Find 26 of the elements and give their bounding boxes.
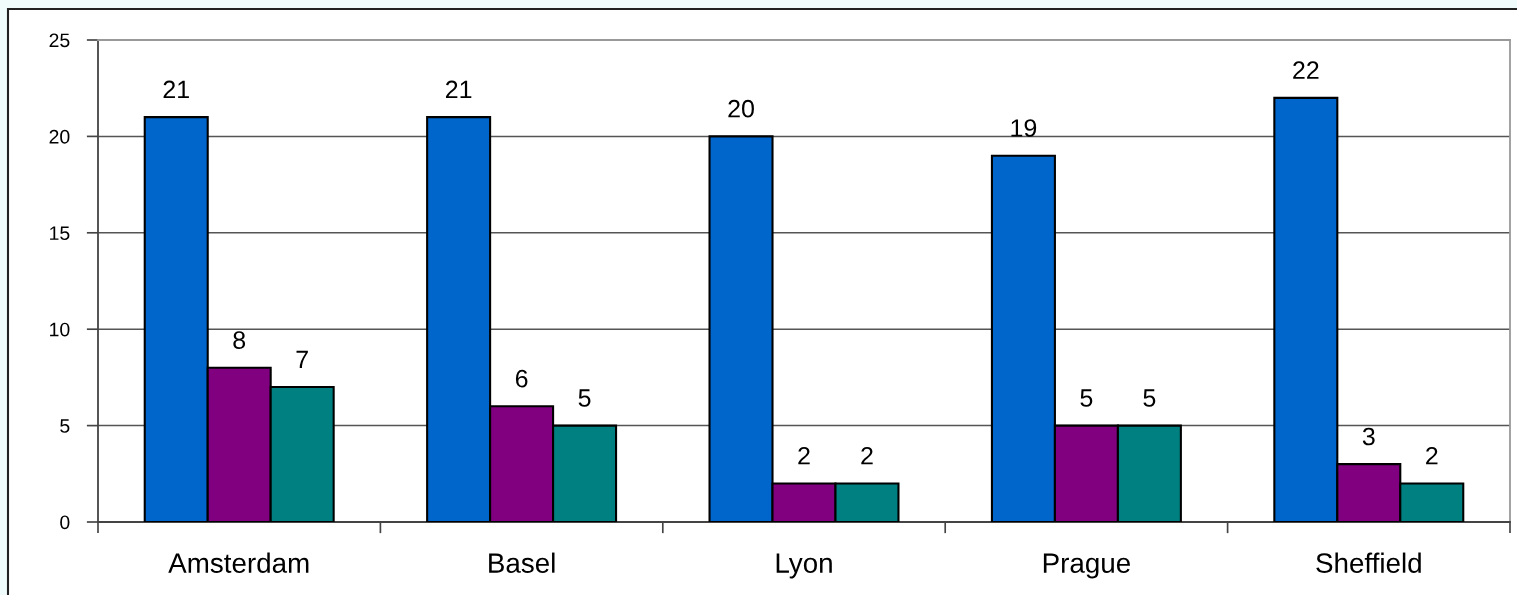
data-label: 2: [861, 446, 873, 465]
data-label: 8: [233, 331, 246, 349]
data-label: 2: [1426, 446, 1438, 465]
x-tick-label: Lyon: [776, 553, 832, 579]
x-tick-label: Amsterdam: [168, 552, 309, 573]
data-label: 3: [1362, 427, 1375, 446]
y-tick-label: 5: [60, 419, 70, 433]
data-label: 7: [296, 350, 308, 368]
data-label: 2: [798, 446, 810, 465]
data-label: 20: [728, 99, 754, 118]
data-label: 5: [578, 389, 591, 407]
data-label: 21: [445, 80, 472, 99]
y-tick-label: 20: [49, 129, 70, 144]
x-tick-label: Prague: [1043, 553, 1130, 579]
y-tick-label: 25: [49, 33, 70, 48]
data-label: 5: [1080, 389, 1093, 407]
y-tick-label: 10: [50, 322, 70, 337]
data-label: 22: [1293, 61, 1319, 79]
data-label: 6: [515, 369, 528, 388]
x-tick-label: Sheffield: [1316, 552, 1421, 573]
y-tick-label: 15: [50, 226, 70, 241]
data-label: 19: [1011, 119, 1037, 137]
data-label: 21: [163, 80, 189, 99]
y-tick-label: 0: [60, 515, 70, 530]
data-label: 5: [1143, 389, 1156, 407]
x-tick-label: Basel: [489, 552, 555, 573]
